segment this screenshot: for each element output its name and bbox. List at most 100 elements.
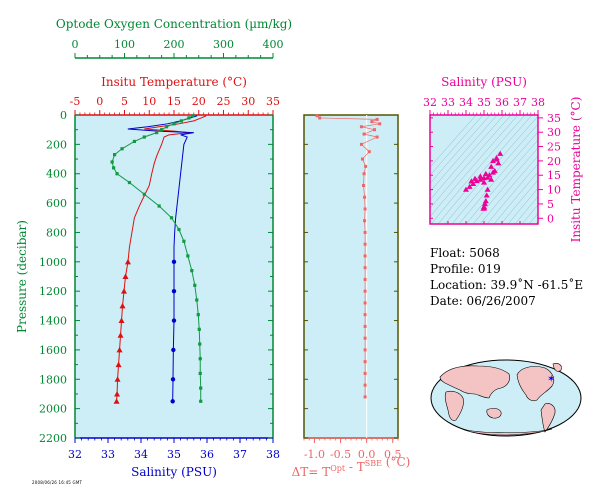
salinity-marker — [171, 259, 177, 265]
ts-marker — [493, 156, 500, 162]
ts-marker — [488, 163, 495, 169]
delta-t-marker — [367, 150, 371, 154]
pressure-tick-label: 2000 — [39, 403, 67, 416]
temperature-marker — [121, 288, 128, 294]
map-australia — [486, 407, 502, 419]
pressure-tick-label: 2200 — [39, 432, 67, 445]
oxygen-marker — [177, 227, 181, 232]
salinity-marker — [171, 347, 176, 353]
oxygen-tick-label: 300 — [213, 38, 234, 51]
oxygen-axis-title: Optode Oxygen Concentration (µm/kg) — [56, 17, 292, 31]
delta-t-marker — [363, 207, 367, 211]
delta-t-plot-area — [304, 115, 398, 438]
delta-t-marker — [363, 219, 367, 223]
oxygen-marker — [120, 147, 124, 151]
temperature-tick-label: 15 — [167, 95, 181, 108]
oxygen-marker — [198, 342, 202, 346]
ts-temperature-tick-label: 0 — [547, 212, 554, 225]
salinity-tick-label: 34 — [134, 448, 148, 461]
ts-density-contour — [514, 196, 538, 224]
oxygen-marker — [157, 204, 161, 208]
temperature-tick-label: 25 — [217, 95, 231, 108]
location-label: Location: 39.9˚N -61.5˚E — [430, 278, 584, 292]
ts-marker — [481, 179, 487, 185]
ts-series — [463, 150, 504, 211]
delta-t-marker — [363, 266, 367, 270]
oxygen-marker — [195, 298, 199, 302]
ts-marker — [468, 178, 475, 184]
pressure-tick-label: 1400 — [39, 315, 67, 328]
oxygen-marker — [186, 254, 190, 258]
ts-marker — [486, 172, 493, 178]
salinity-axis-title: Salinity (PSU) — [131, 465, 217, 479]
delta-t-marker — [362, 183, 366, 187]
oxygen-marker — [142, 192, 146, 196]
pressure-tick-label: 800 — [46, 226, 67, 239]
delta-t-marker — [363, 289, 367, 293]
oxygen-marker — [127, 180, 132, 185]
oxygen-marker — [110, 160, 114, 164]
delta-t-marker — [363, 195, 367, 199]
delta-t-marker — [359, 125, 363, 129]
delta-t-marker — [363, 313, 367, 317]
profile-label: Profile: 019 — [430, 262, 501, 276]
ts-marker — [491, 167, 498, 174]
ts-marker — [472, 175, 478, 181]
delta-t-marker — [363, 242, 367, 246]
delta-t-marker — [363, 371, 367, 375]
oxygen-marker — [199, 386, 203, 390]
ts-salinity-tick-label: 37 — [513, 96, 527, 109]
delta-t-series — [315, 114, 382, 399]
ts-marker — [480, 205, 487, 211]
oxygen-marker — [197, 327, 201, 331]
ts-marker — [497, 150, 504, 156]
oxygen-marker — [132, 139, 136, 144]
delta-t-marker — [370, 120, 374, 124]
salinity-marker — [170, 377, 176, 382]
delta-t-marker — [363, 336, 367, 340]
temperature-marker — [124, 258, 131, 265]
ts-salinity-tick-label: 33 — [441, 96, 455, 109]
temperature-tick-label: -5 — [70, 95, 81, 108]
delta-t-marker — [362, 132, 366, 136]
oxygen-marker — [196, 313, 200, 317]
pressure-axis-title: Pressure (decibar) — [15, 220, 29, 333]
oxygen-marker — [198, 371, 202, 375]
delta-t-tick-label: -0.5 — [330, 448, 351, 461]
oxygen-marker — [112, 166, 116, 170]
delta-t-marker — [378, 122, 382, 126]
map-north-america — [516, 366, 555, 402]
oxygen-marker — [179, 119, 184, 123]
ts-temperature-tick-label: 15 — [547, 169, 561, 182]
ts-density-contour — [521, 204, 538, 224]
world-map: ✶ — [430, 359, 582, 437]
ts-marker — [477, 176, 484, 182]
ts-marker — [484, 186, 491, 192]
oxygen-marker — [182, 239, 186, 243]
ts-density-contour — [486, 163, 538, 224]
delta-t-marker — [318, 116, 322, 120]
oxygen-marker — [191, 114, 195, 118]
oxygen-marker — [193, 283, 197, 287]
ts-density-contour — [458, 131, 538, 224]
oxygen-tick-label: 100 — [114, 38, 135, 51]
delta-t-axes: -1.0 -0.5 0.0 0.5ΔT= TOpt - TSBE (°C) — [292, 114, 410, 479]
salinity-tick-label: 35 — [167, 448, 181, 461]
float-label: Float: 5068 — [430, 246, 500, 260]
salinity-tick-label: 32 — [68, 448, 82, 461]
temperature-marker — [115, 361, 122, 368]
oxygen-marker — [190, 269, 194, 273]
delta-t-marker — [362, 172, 366, 176]
temperature-marker — [117, 332, 124, 338]
temperature-tick-label: 30 — [241, 95, 255, 108]
temperature-tick-label: 10 — [142, 95, 156, 108]
pressure-tick-label: 600 — [46, 197, 67, 210]
delta-t-marker — [363, 254, 367, 258]
ts-marker — [477, 173, 484, 179]
oxygen-marker — [160, 128, 164, 132]
ts-marker — [482, 198, 489, 204]
oxygen-tick-label: 0 — [72, 38, 79, 51]
oxygen-marker — [164, 125, 169, 129]
ts-density-contour — [500, 179, 538, 224]
delta-t-marker — [359, 142, 363, 146]
